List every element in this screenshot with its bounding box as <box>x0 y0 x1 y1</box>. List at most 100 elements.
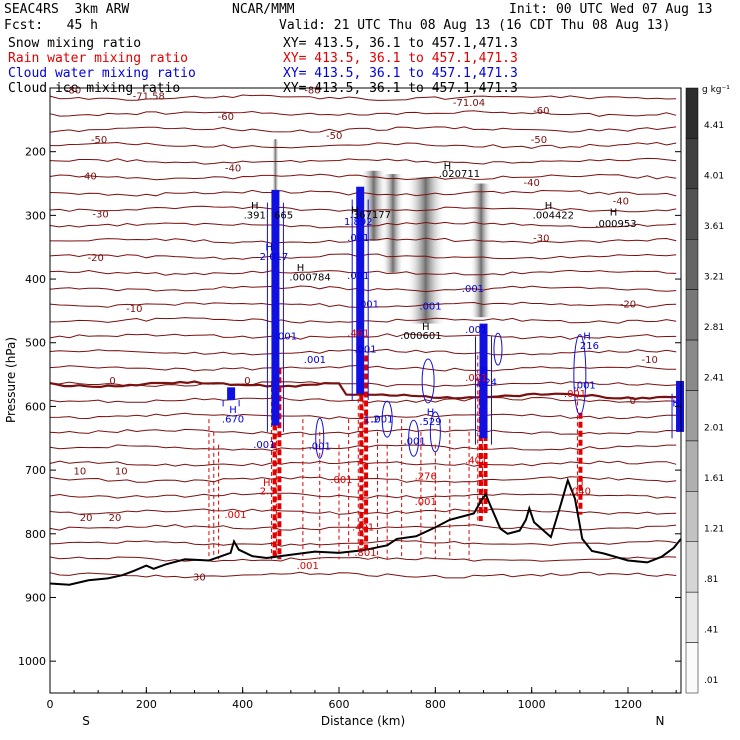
cloud-water-contour <box>408 419 420 457</box>
contour-value-label: .461 <box>347 328 369 339</box>
model-title: SEAC4RS 3km ARW <box>4 2 130 17</box>
contour-value-label: H <box>481 365 489 376</box>
contour-value-label: H <box>297 263 305 274</box>
contour-value-label: .001 <box>465 373 487 384</box>
org-label: NCAR/MMM <box>232 2 295 17</box>
contour-value-label: .001 <box>415 497 437 508</box>
colorbar-label: 2.01 <box>704 424 724 434</box>
contour-value-label: .801 <box>354 548 376 559</box>
colorbar-layer: 4.41 4.01 3.61 3.21 2.81 2.41 2.01 1.61 1.21 .81.… <box>685 87 724 694</box>
isotherm-label: -40 <box>80 172 96 183</box>
cloud-water-core <box>227 387 236 401</box>
x-tick-label: 200 <box>136 698 157 711</box>
contour-value-label: .001 <box>462 284 484 295</box>
contour-value-label: .000601 <box>400 331 441 342</box>
contour-value-label: .670 <box>222 414 244 425</box>
colorbar-swatch <box>685 339 699 391</box>
colorbar-swatch <box>685 491 699 543</box>
contour-value-label: H <box>265 242 273 253</box>
isotherm-label: -50 <box>531 135 547 146</box>
contour-value-label: H <box>576 477 584 488</box>
cloud-ice-region <box>405 177 446 324</box>
cloud-water-core <box>271 189 280 426</box>
colorbar-swatch <box>685 289 699 341</box>
terrain-layer <box>49 477 682 586</box>
isotherm-label: -20 <box>620 300 636 311</box>
y-tick-label: 700 <box>25 464 46 477</box>
contour-value-label: 665 <box>274 211 293 222</box>
x-tick-label: 0 <box>47 698 54 711</box>
contour-value-label: .001 <box>357 300 379 311</box>
colorbar-swatch <box>685 591 699 643</box>
isotherm-label: 10 <box>73 467 86 478</box>
isotherm-line <box>49 157 677 165</box>
cloud-ice-shading-layer <box>271 138 493 324</box>
contour-value-label: 216 <box>580 341 599 352</box>
field-label-snow: Snow mixing ratio <box>8 36 142 51</box>
contour-value-label: .401 <box>352 523 374 534</box>
isotherm-label: 30 <box>193 572 206 583</box>
cloud-ice-region <box>360 170 387 241</box>
field-xy-snow: XY= 413.5, 36.1 to 457.1,471.3 <box>283 36 518 51</box>
isotherm-label: -80 <box>304 86 320 97</box>
colorbar-swatch <box>685 188 699 240</box>
contour-value-label: H <box>672 398 680 409</box>
contour-value-label: .001 <box>275 332 297 343</box>
colorbar-label: 3.21 <box>704 272 724 282</box>
colorbar-label: 3.61 <box>704 222 724 232</box>
isotherm-line <box>49 110 677 117</box>
contour-value-label: 1.2 <box>364 414 380 425</box>
colorbar-swatch <box>685 642 699 694</box>
colorbar-label: 4.01 <box>704 172 724 182</box>
contour-value-label: .001 <box>224 510 246 521</box>
cloud-water-contour <box>315 417 325 459</box>
cloud-ice-region <box>381 173 404 273</box>
contour-value-label: 1.24 <box>475 377 497 388</box>
init-time: Init: 00 UTC Wed 07 Aug 13 <box>509 2 713 17</box>
field-label-rain: Rain water mixing ratio <box>8 51 189 66</box>
isotherm-label: -71.04 <box>453 98 485 109</box>
contour-value-label: .001 <box>297 561 319 572</box>
contour-value-label: 2.3 <box>260 486 276 497</box>
y-tick-label: 800 <box>25 528 46 541</box>
contour-value-label: .001 <box>403 437 425 448</box>
field-label-cloud-water: Cloud water mixing ratio <box>8 66 196 81</box>
contour-value-label: .000953 <box>595 219 636 230</box>
isotherm-label: -71.58 <box>133 91 165 102</box>
axes-layer: 0 200 400 600 800 1000 12002003004005006007008… <box>18 87 682 711</box>
isotherm-label: -60 <box>533 106 549 117</box>
colorbar-swatch <box>685 390 699 442</box>
isotherm-line <box>50 141 677 149</box>
y-tick-label: 900 <box>25 591 46 604</box>
contour-value-label: H <box>351 205 359 216</box>
colorbar-label: 4.41 <box>704 121 724 131</box>
contour-value-label: 2.017 <box>260 252 289 263</box>
colorbar-label: 1.21 <box>704 525 724 535</box>
cloud-water-layer <box>222 186 689 459</box>
isotherm-label: -40 <box>613 197 629 208</box>
contour-value-label: H <box>251 201 259 212</box>
contour-value-label: 1.892 <box>344 217 373 228</box>
colorbar-swatch <box>685 87 699 139</box>
field-xy-rain: XY= 413.5, 36.1 to 457.1,471.3 <box>283 51 518 66</box>
colorbar-label: 2.81 <box>704 323 724 333</box>
isotherm-label: -50 <box>91 135 107 146</box>
contour-value-label: H <box>545 201 553 212</box>
y-tick-label: 200 <box>25 146 46 159</box>
colorbar-swatch <box>685 138 699 190</box>
y-tick-label: 600 <box>25 400 46 413</box>
isotherm-label: -50 <box>326 131 342 142</box>
y-axis-label: Pressure (hPa) <box>4 337 18 423</box>
isotherm-label: 20 <box>109 513 122 524</box>
plot-frame <box>49 87 682 694</box>
cloud-water-contour <box>573 334 587 416</box>
isotherm-line <box>49 556 677 563</box>
colorbar-swatch <box>685 239 699 290</box>
contour-value-label: .001 <box>371 414 393 425</box>
contour-value-label: H <box>422 322 430 333</box>
colorbar-unit: g kg⁻¹ <box>702 85 730 95</box>
cloud-water-contour <box>493 332 503 366</box>
contour-value-label: .001 <box>574 381 596 392</box>
contour-value-label: .276 <box>415 472 437 483</box>
